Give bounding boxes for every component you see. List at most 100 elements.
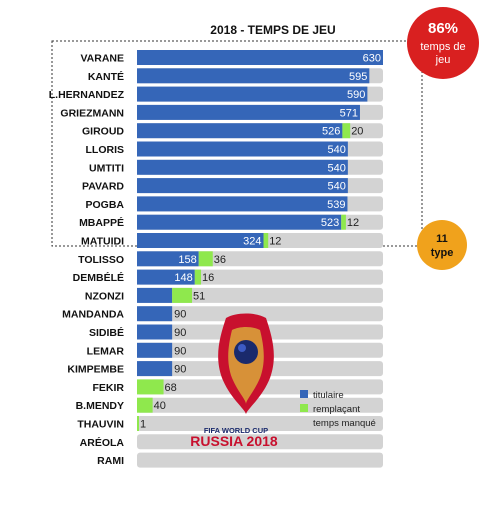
trophy-emblem-ball — [234, 340, 258, 364]
bar-label-remplacant: 68 — [165, 382, 177, 394]
player-name: DEMBÉLÉ — [73, 271, 124, 284]
bar-row: GIROUD 526 20 — [82, 123, 383, 139]
bar-label-remplacant: 12 — [269, 236, 281, 248]
bar-label-remplacant: 12 — [347, 217, 359, 229]
player-name: TOLISSO — [78, 254, 124, 266]
player-name: PAVARD — [82, 181, 124, 193]
bar-row: ARÉOLA — [80, 434, 383, 450]
bar-label-titulaire: 540 — [327, 144, 345, 156]
bar-row: TOLISSO 158 36 — [78, 251, 383, 267]
bar-titulaire — [137, 159, 348, 175]
player-name: MANDANDA — [62, 309, 124, 321]
player-name: KANTÉ — [88, 70, 124, 83]
bar-remplacant — [263, 233, 269, 248]
bar-row: MATUIDI 324 12 — [81, 233, 383, 248]
bar-row: MANDANDA 90 — [62, 306, 383, 322]
bar-remplacant — [172, 287, 193, 303]
player-name: GIROUD — [82, 126, 124, 138]
bar-label-titulaire: 90 — [174, 364, 186, 376]
bar-row: GRIEZMANN 571 — [60, 104, 383, 120]
type-badge-circle — [417, 220, 467, 270]
player-name: POGBA — [85, 199, 124, 211]
player-name: MBAPPÉ — [79, 216, 124, 229]
bar-titulaire — [137, 86, 368, 102]
bar-row: KANTÉ 595 — [88, 68, 383, 84]
bar-row: DEMBÉLÉ 148 16 — [73, 269, 383, 285]
bar-label-titulaire: 523 — [321, 217, 339, 229]
bar-remplacant — [198, 251, 213, 267]
bar-remplacant — [137, 416, 139, 431]
bar-label-remplacant: 20 — [351, 126, 363, 138]
logo-line2: RUSSIA 2018 — [190, 433, 278, 449]
player-name: VARANE — [80, 53, 124, 65]
trophy-emblem-ball-highlight — [238, 344, 246, 352]
bar-titulaire — [137, 196, 348, 212]
legend-swatch-remplacant — [300, 404, 308, 412]
bar-row: NZONZI9051 — [85, 287, 383, 303]
logo-line1: FIFA WORLD CUP — [204, 426, 268, 435]
bar-remplacant — [342, 123, 351, 139]
world-cup-logo: FIFA WORLD CUP RUSSIA 2018 — [190, 313, 278, 449]
legend-label-manque: temps manqué — [313, 418, 376, 429]
legend-swatch-titulaire — [300, 390, 308, 398]
bar-label-titulaire: 630 — [363, 53, 381, 65]
bar-titulaire — [137, 104, 360, 120]
percent-badge-line1: temps de — [420, 41, 465, 53]
bar-missed — [137, 287, 383, 303]
bar-label-titulaire: 90 — [174, 309, 186, 321]
player-name: GRIEZMANN — [60, 107, 124, 119]
bar-label-titulaire: 148 — [174, 272, 192, 284]
player-name: THAUVIN — [77, 419, 124, 431]
player-name: NZONZI — [85, 290, 124, 302]
player-name: ARÉOLA — [80, 436, 125, 449]
bar-row: PAVARD 540 — [82, 178, 383, 194]
bar-row: UMTITI 540 — [89, 159, 383, 175]
bar-label-titulaire: 539 — [327, 199, 345, 211]
bar-label-titulaire: 540 — [327, 162, 345, 174]
bar-label-titulaire: 571 — [340, 107, 358, 119]
bar-missed — [137, 306, 383, 322]
bar-row: POGBA 539 — [85, 196, 383, 212]
type-badge: 11 type — [417, 220, 467, 270]
bar-label-remplacant: 36 — [214, 254, 226, 266]
bar-titulaire — [137, 306, 173, 322]
bar-missed — [137, 434, 383, 450]
bar-label-titulaire: 324 — [243, 236, 261, 248]
bar-label-titulaire: 590 — [347, 89, 365, 101]
player-name: L.HERNANDEZ — [49, 89, 125, 101]
player-name: LEMAR — [87, 345, 125, 357]
bar-label-remplacant: 1 — [140, 419, 146, 431]
bar-row: VARANE 630 — [80, 50, 383, 65]
bar-label-titulaire: 90 — [174, 327, 186, 339]
bar-label-remplacant: 16 — [202, 272, 214, 284]
percent-badge: 86% temps de jeu — [407, 7, 479, 79]
bar-remplacant — [194, 269, 202, 285]
player-name: MATUIDI — [81, 236, 124, 248]
player-name: B.MENDY — [76, 400, 124, 412]
bar-titulaire — [137, 233, 264, 248]
bar-titulaire — [137, 141, 348, 157]
player-name: FEKIR — [93, 382, 125, 394]
bar-titulaire — [137, 324, 173, 340]
bar-titulaire — [137, 251, 199, 267]
bar-label-titulaire: 595 — [349, 71, 367, 83]
player-name: LLORIS — [86, 144, 125, 156]
bar-remplacant — [137, 397, 153, 413]
bar-label-titulaire: 158 — [178, 254, 196, 266]
player-name: KIMPEMBE — [67, 364, 124, 376]
percent-badge-line2: jeu — [435, 54, 451, 66]
bar-titulaire — [137, 68, 370, 84]
bar-row: B.MENDY 40 — [76, 397, 383, 413]
bar-row: LLORIS 540 — [86, 141, 383, 157]
bar-titulaire — [137, 287, 173, 303]
bar-remplacant — [137, 379, 164, 395]
bar-titulaire — [137, 269, 195, 285]
bar-label-titulaire: 90 — [174, 345, 186, 357]
type-badge-label: type — [431, 247, 454, 259]
bar-titulaire — [137, 50, 383, 65]
bar-label-titulaire: 540 — [327, 181, 345, 193]
bar-label-titulaire: 526 — [322, 126, 340, 138]
bar-rows: VARANE 630 KANTÉ 595 L.HERNANDEZ 590 GRIEZMANN… — [49, 50, 383, 468]
bar-row: L.HERNANDEZ 590 — [49, 86, 383, 102]
